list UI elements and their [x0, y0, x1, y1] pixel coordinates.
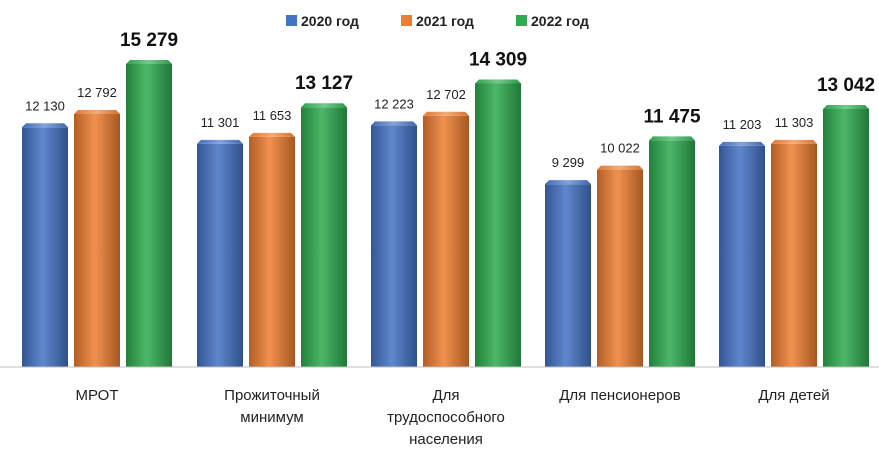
bar-cap — [371, 121, 417, 126]
bar — [719, 145, 765, 367]
bar — [74, 113, 120, 368]
legend-label: 2021 год — [416, 13, 474, 29]
data-label: 12 792 — [77, 85, 117, 100]
legend-swatch — [401, 15, 412, 26]
data-label: 15 279 — [120, 30, 178, 51]
data-label: 11 303 — [775, 115, 814, 130]
bar — [126, 64, 172, 367]
category-labels: МРОТ Прожиточный минимум Для трудоспособного… — [75, 387, 829, 448]
bar — [649, 140, 695, 367]
data-label: 14 309 — [469, 49, 527, 70]
bar — [301, 107, 347, 368]
category-label: Для пенсионеров — [559, 387, 680, 404]
legend: 2020 год 2021 год 2022 год — [286, 13, 589, 29]
category-label: Для трудоспособного населения — [387, 387, 505, 448]
legend-label: 2020 год — [301, 13, 359, 29]
bar-cap — [301, 103, 347, 108]
bar-cap — [649, 136, 695, 141]
bar — [597, 169, 643, 367]
data-label: 10 022 — [600, 141, 640, 156]
bar-cap — [22, 123, 68, 128]
bar-cap — [249, 132, 295, 137]
bar-cap — [597, 165, 643, 170]
bar — [423, 115, 469, 367]
bar-cap — [126, 60, 172, 64]
bar — [371, 125, 417, 367]
bar-cap — [771, 139, 817, 144]
data-label: 11 475 — [643, 106, 700, 127]
data-label: 13 127 — [295, 73, 353, 94]
bar — [197, 143, 243, 367]
category-label: Для детей — [758, 387, 829, 404]
data-label: 11 203 — [723, 117, 762, 132]
data-label: 12 223 — [374, 96, 414, 111]
legend-swatch — [516, 15, 527, 26]
bar — [22, 127, 68, 367]
data-label: 11 301 — [201, 115, 240, 130]
category-label: Прожиточный минимум — [224, 387, 320, 426]
data-label: 11 653 — [253, 108, 292, 123]
bar — [249, 136, 295, 367]
bars — [22, 60, 869, 368]
data-label: 12 702 — [426, 87, 466, 102]
bar-cap — [423, 111, 469, 116]
bar-cap — [197, 139, 243, 144]
bar-cap — [74, 109, 120, 114]
bar-cap — [475, 79, 521, 84]
category-label: МРОТ — [75, 387, 118, 404]
bar-cap — [545, 180, 591, 185]
bar — [475, 83, 521, 368]
data-label: 13 042 — [817, 75, 875, 96]
data-label: 9 299 — [552, 155, 585, 170]
bar-cap — [823, 104, 869, 109]
bar — [771, 143, 817, 367]
data-label: 12 130 — [25, 98, 65, 113]
bar — [823, 108, 869, 367]
bar-cap — [719, 141, 765, 146]
legend-label: 2022 год — [531, 13, 589, 29]
bar — [545, 184, 591, 367]
legend-swatch — [286, 15, 297, 26]
